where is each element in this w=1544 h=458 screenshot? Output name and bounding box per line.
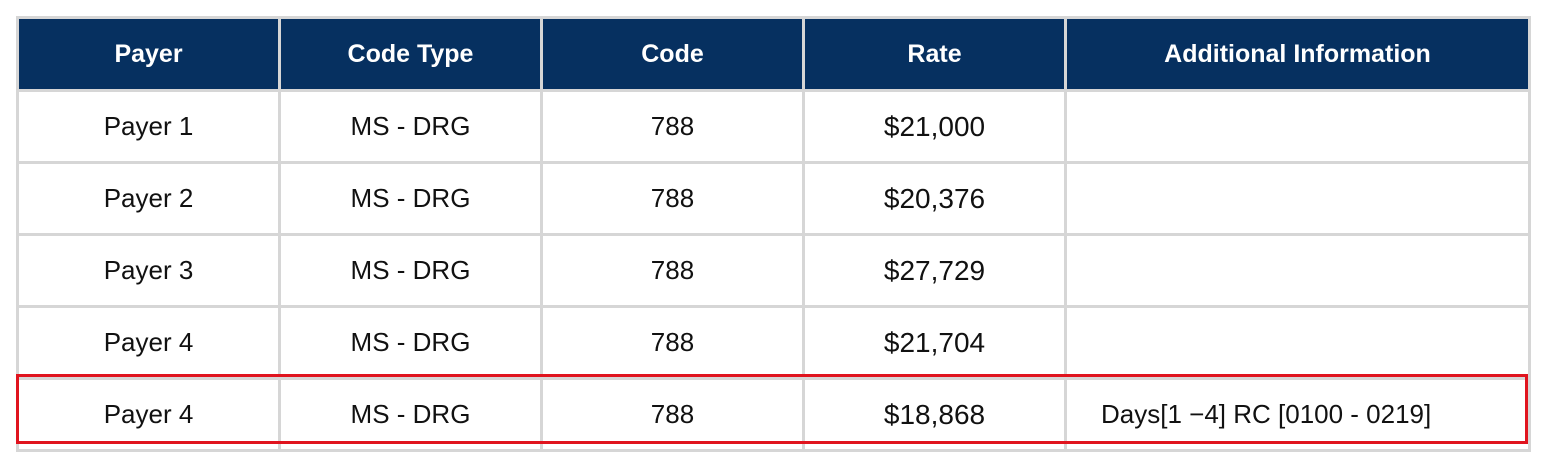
cell-code: 788 [540,161,805,236]
cell-additional-information [1064,233,1531,308]
table-row: Payer 1 MS - DRG 788 $21,000 [16,89,1531,164]
cell-code-type: MS - DRG [278,377,543,452]
header-code-type: Code Type [278,16,543,92]
cell-code-type: MS - DRG [278,233,543,308]
cell-code: 788 [540,233,805,308]
header-rate: Rate [802,16,1067,92]
table-header-row: Payer Code Type Code Rate Additional Inf… [16,16,1531,92]
cell-rate: $21,000 [802,89,1067,164]
cell-code: 788 [540,89,805,164]
table-row: Payer 3 MS - DRG 788 $27,729 [16,233,1531,308]
cell-code-type: MS - DRG [278,305,543,380]
header-payer: Payer [16,16,281,92]
cell-code-type: MS - DRG [278,89,543,164]
table-row-highlighted: Payer 4 MS - DRG 788 $18,868 Days[1 −4] … [16,377,1531,452]
header-code: Code [540,16,805,92]
table-row: Payer 2 MS - DRG 788 $20,376 [16,161,1531,236]
cell-additional-information: Days[1 −4] RC [0100 - 0219] [1064,377,1531,452]
cell-code-type: MS - DRG [278,161,543,236]
cell-code: 788 [540,377,805,452]
payer-rate-table: Payer Code Type Code Rate Additional Inf… [16,16,1531,452]
cell-payer: Payer 4 [16,377,281,452]
cell-code: 788 [540,305,805,380]
cell-payer: Payer 3 [16,233,281,308]
cell-rate: $21,704 [802,305,1067,380]
header-additional-information: Additional Information [1064,16,1531,92]
cell-rate: $18,868 [802,377,1067,452]
cell-additional-information [1064,305,1531,380]
table-row: Payer 4 MS - DRG 788 $21,704 [16,305,1531,380]
cell-payer: Payer 2 [16,161,281,236]
cell-additional-information [1064,89,1531,164]
cell-payer: Payer 4 [16,305,281,380]
cell-payer: Payer 1 [16,89,281,164]
cell-rate: $20,376 [802,161,1067,236]
payer-rate-table-container: Payer Code Type Code Rate Additional Inf… [16,16,1531,452]
cell-additional-information [1064,161,1531,236]
cell-rate: $27,729 [802,233,1067,308]
